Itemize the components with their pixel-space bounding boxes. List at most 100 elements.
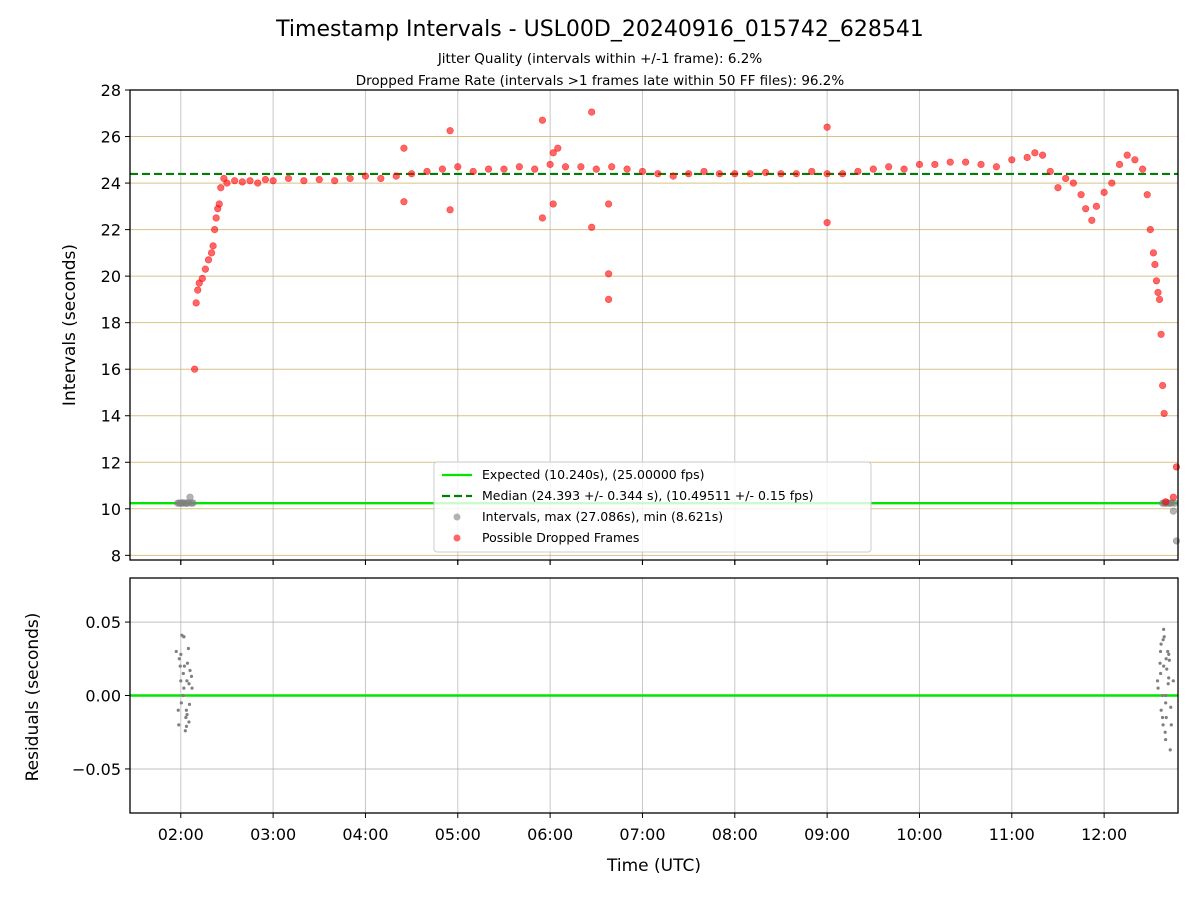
y-tick-label: 28 — [101, 81, 121, 100]
dropped-frame-point — [588, 108, 596, 116]
legend-median-label: Median (24.393 +/- 0.344 s), (10.49511 +… — [482, 488, 813, 503]
dropped-frame-point — [1157, 330, 1165, 338]
dropped-frame-point — [1008, 156, 1016, 164]
dropped-frame-point — [1038, 151, 1047, 159]
residual-point — [179, 652, 183, 656]
x-axis-label: Time (UTC) — [606, 856, 701, 876]
y-tick-label: 24 — [101, 174, 121, 193]
dropped-frame-point — [392, 172, 400, 180]
dropped-frame-point — [1123, 151, 1131, 159]
x-tick-label: 09:00 — [804, 825, 850, 844]
dropped-frame-point — [1139, 165, 1147, 173]
legend-dropped-swatch — [453, 534, 461, 542]
dropped-frame-point — [400, 198, 408, 206]
y-tick-label: 0.00 — [85, 687, 121, 706]
dropped-frame-point — [212, 214, 220, 222]
y-tick-label: 26 — [101, 128, 121, 147]
dropped-frame-point — [400, 144, 408, 152]
dropped-frame-point — [361, 172, 370, 180]
residual-point — [182, 686, 186, 690]
dropped-frame-point — [1023, 153, 1031, 162]
dropped-frame-point — [1046, 167, 1054, 176]
dropped-frame-point — [446, 206, 454, 214]
dropped-frame-point — [377, 174, 385, 183]
residual-point — [1162, 664, 1166, 668]
dropped-frame-point — [201, 265, 210, 273]
intervals-legend: Expected (10.240s), (25.00000 fps) Media… — [433, 461, 872, 553]
residual-point — [189, 674, 194, 679]
residual-point — [1167, 676, 1171, 680]
dropped-frame-point — [454, 163, 462, 171]
y-tick-label: 10 — [101, 500, 121, 519]
interval-point — [1172, 537, 1181, 545]
dropped-frame-point — [746, 170, 754, 178]
dropped-frame-point — [1115, 160, 1124, 169]
residual-point — [185, 712, 189, 717]
intervals-plot-frame — [129, 89, 1179, 561]
dropped-frame-point — [346, 174, 354, 183]
dropped-frame-point — [315, 175, 323, 184]
dropped-frame-point — [538, 116, 547, 124]
x-tick-label: 04:00 — [342, 825, 388, 844]
dropped-frame-point — [1069, 179, 1077, 187]
dropped-frame-point — [1031, 149, 1039, 157]
dropped-frame-point — [1088, 216, 1096, 224]
residual-point — [1171, 679, 1175, 683]
x-tick-label: 05:00 — [435, 825, 481, 844]
dropped-frame-point — [588, 223, 596, 231]
residual-point — [1163, 730, 1167, 734]
residual-point — [1159, 671, 1163, 676]
dropped-frame-point — [654, 170, 662, 178]
intervals-points — [174, 108, 1181, 545]
residual-point — [1161, 638, 1165, 642]
x-tick-label: 08:00 — [712, 825, 758, 844]
y-tick-label: 14 — [101, 407, 121, 426]
dropped-frame-point — [623, 165, 631, 173]
residuals-ticks: 02:00 03:00 04:00 05:00 06:00 07:00 08:00 09:00… — [72, 613, 1127, 844]
dropped-frame-point — [577, 163, 585, 171]
dropped-frame-point — [446, 127, 454, 135]
residual-point — [1164, 693, 1168, 698]
dropped-frame-point — [946, 158, 954, 166]
intervals-ticks: 8 10 12 14 16 18 20 22 24 26 28 — [101, 81, 1105, 565]
legend-dropped-label: Possible Dropped Frames — [482, 530, 639, 545]
dropped-frame-point — [605, 200, 613, 208]
dropped-frame-point — [423, 167, 431, 176]
dropped-frame-point — [284, 174, 293, 183]
y-tick-label: 16 — [101, 360, 121, 379]
residual-point — [187, 702, 192, 706]
dropped-frame-point — [992, 163, 1001, 171]
residual-point — [190, 686, 194, 690]
residual-point — [1161, 723, 1165, 727]
dropped-frame-point — [1131, 156, 1139, 164]
residual-point — [176, 708, 180, 712]
dropped-frame-point — [854, 167, 862, 176]
dropped-frame-point — [207, 249, 216, 257]
residual-point — [1162, 627, 1166, 632]
dropped-frame-point — [1100, 188, 1108, 196]
residual-point — [184, 724, 189, 728]
residual-point — [1158, 649, 1163, 654]
dropped-frame-point — [1092, 202, 1101, 210]
dropped-frame-point — [885, 163, 893, 171]
residual-point — [181, 693, 186, 698]
y-tick-label: 0.05 — [85, 613, 121, 632]
dropped-frame-point — [1146, 226, 1154, 234]
figure-title: Timestamp Intervals - USL00D_20240916_01… — [275, 17, 924, 42]
dropped-frame-point — [1143, 191, 1151, 199]
x-tick-label: 07:00 — [619, 825, 665, 844]
x-tick-label: 06:00 — [527, 825, 573, 844]
dropped-frame-point — [1108, 179, 1116, 187]
y-tick-label: 18 — [101, 314, 121, 333]
y-tick-label: 20 — [101, 267, 121, 286]
residuals-points — [174, 627, 1175, 752]
residual-point — [1166, 649, 1170, 654]
residual-point — [177, 657, 181, 661]
dropped-frame-point — [792, 170, 800, 178]
x-tick-label: 02:00 — [158, 825, 204, 844]
dropped-frame-point — [215, 200, 223, 208]
dropped-frame-point — [777, 170, 785, 178]
dropped-frame-point — [638, 167, 647, 176]
intervals-y-axis-label: Intervals (seconds) — [60, 244, 80, 406]
